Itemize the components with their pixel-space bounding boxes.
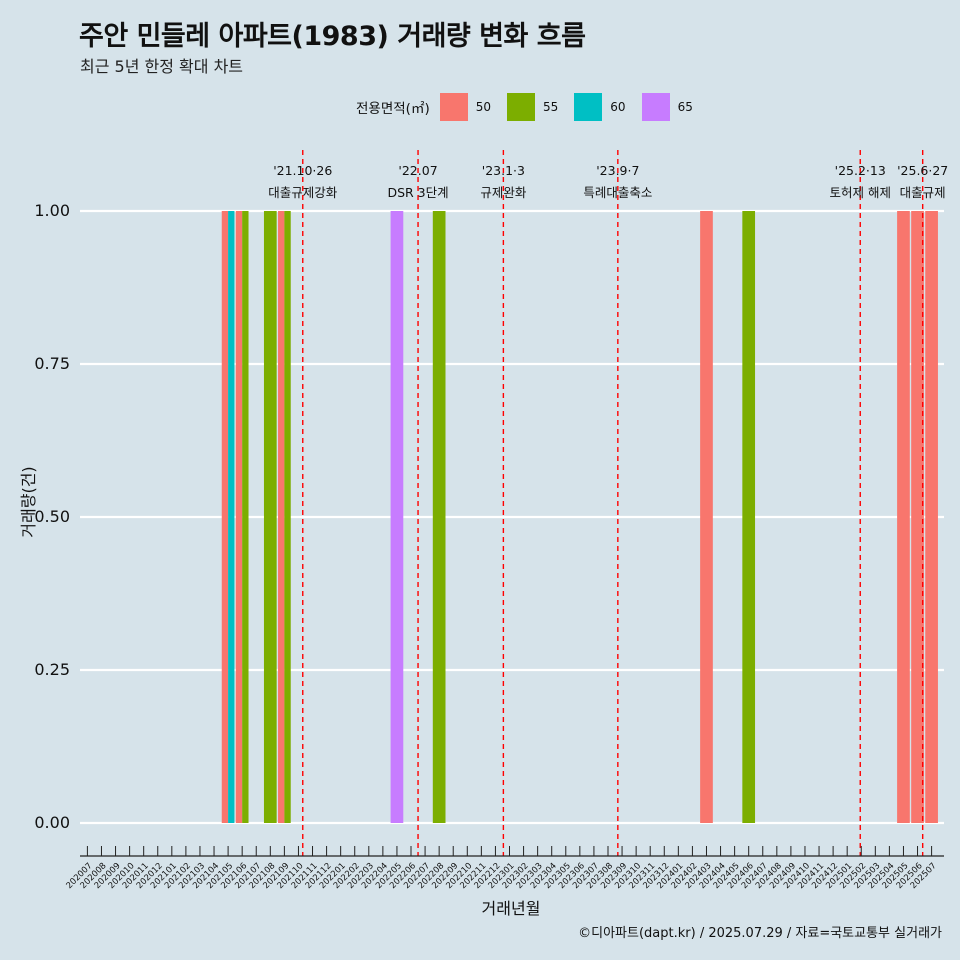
y-tick-label: 0.75 (34, 354, 70, 373)
bar-202208-55 (432, 211, 446, 823)
event-date-label: '25.2·13 (835, 163, 886, 178)
bar-202108-55 (263, 211, 277, 823)
legend-item-55: 55 (507, 93, 558, 121)
event-date-label: '21.10·26 (273, 163, 332, 178)
event-date-label: '23.9·7 (596, 163, 639, 178)
y-tick-label: 0.25 (34, 660, 70, 679)
legend-label-55: 55 (543, 100, 559, 114)
bar-202507-50 (925, 211, 938, 823)
bar-202506-50 (911, 211, 924, 823)
event-desc-label: 규제완화 (480, 185, 527, 200)
legend-swatch-60 (574, 93, 603, 121)
bar-202406-55 (742, 211, 756, 823)
source-caption: ©디아파트(dapt.kr) / 2025.07.29 / 자료=국토교통부 실… (578, 926, 942, 941)
bar-202105-60 (228, 211, 235, 823)
legend-label-60: 60 (610, 100, 626, 114)
bar-202403-50 (700, 211, 713, 823)
event-desc-label: 대출규제 (900, 185, 946, 200)
legend-title: 전용면적(㎡) (356, 101, 430, 117)
legend-item-60: 60 (574, 93, 626, 121)
chart-title: 주안 민들레 아파트(1983) 거래량 변화 흐름 (79, 21, 586, 52)
event-desc-label: DSR 3단계 (387, 185, 448, 200)
event-desc-label: 토허제 해제 (830, 185, 891, 200)
bar-202106-55 (242, 211, 249, 823)
y-axis-title: 거래량(건) (19, 466, 38, 537)
legend-item-50: 50 (439, 93, 491, 121)
legend-swatch-50 (439, 93, 468, 121)
x-axis-title: 거래년월 (482, 899, 541, 918)
bar-202105-50 (221, 211, 229, 823)
legend-item-65: 65 (641, 93, 693, 121)
event-desc-label: 대출규제강화 (268, 185, 338, 200)
bar-202109-55 (284, 211, 291, 823)
event-date-label: '23.1·3 (482, 163, 525, 178)
y-tick-label: 1.00 (34, 201, 70, 220)
bar-202205-65 (390, 211, 404, 823)
legend-label-50: 50 (475, 100, 491, 114)
bar-202109-50 (278, 211, 285, 823)
legend-swatch-65 (641, 93, 670, 121)
event-date-label: '25.6·27 (897, 163, 948, 178)
bar-202505-50 (897, 211, 910, 823)
event-desc-label: 특례대출축소 (583, 185, 652, 200)
bar-202106-50 (235, 211, 243, 823)
y-tick-label: 0.50 (34, 507, 70, 526)
legend-swatch-55 (507, 93, 535, 121)
legend-label-65: 65 (677, 100, 693, 114)
chart-subtitle: 최근 5년 한정 확대 차트 (80, 57, 244, 76)
y-tick-label: 0.00 (34, 813, 70, 832)
event-date-label: '22.07 (398, 163, 437, 178)
legend: 전용면적(㎡) 50 55 60 65 (356, 93, 709, 121)
